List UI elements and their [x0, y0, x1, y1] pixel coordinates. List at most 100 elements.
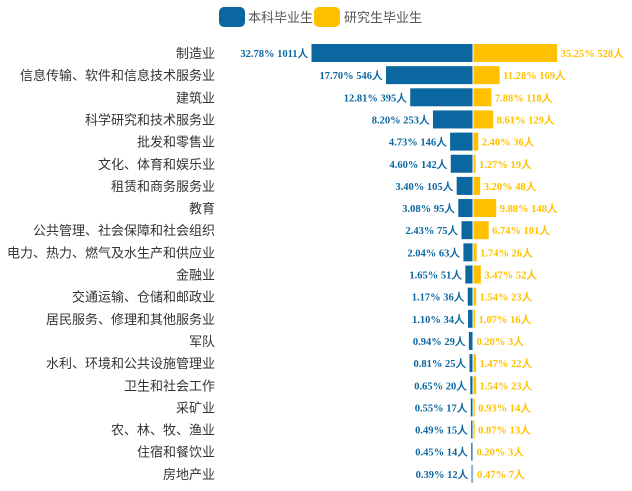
legend-label-graduate: 研究生毕业生	[344, 11, 422, 26]
data-label-graduate: 2.40% 36人	[482, 136, 535, 149]
bar-graduate	[472, 353, 478, 374]
bar-graduate	[472, 308, 477, 329]
bar-undergraduate	[466, 286, 474, 307]
category-label: 科学研究和技术服务业	[85, 112, 215, 128]
bar-graduate	[472, 242, 478, 263]
bar-graduate	[472, 109, 495, 130]
category-label: 教育	[189, 201, 215, 217]
data-label-graduate: 1.07% 16人	[479, 313, 532, 326]
category-label: 金融业	[176, 268, 215, 284]
data-label-graduate: 0.20% 3人	[476, 335, 524, 348]
data-label-graduate: 0.47% 7人	[477, 468, 525, 481]
data-label-graduate: 35.25% 528人	[561, 47, 625, 60]
data-label-graduate: 6.74% 101人	[492, 224, 550, 237]
category-label: 农、林、牧、渔业	[111, 424, 215, 439]
data-label-undergraduate: 0.65% 20人	[414, 379, 467, 392]
bar-undergraduate	[468, 353, 474, 374]
data-label-undergraduate: 0.49% 15人	[415, 424, 468, 437]
data-label-graduate: 7.88% 118人	[495, 91, 553, 104]
legend: 本科毕业生 研究生毕业生	[219, 7, 422, 27]
data-label-graduate: 3.47% 52人	[484, 269, 537, 282]
category-label: 信息传输、软件和信息技术服务业	[20, 68, 215, 84]
legend-item-graduate[interactable]: 研究生毕业生	[314, 7, 422, 27]
data-label-graduate: 0.20% 3人	[476, 446, 524, 459]
bar-graduate	[472, 153, 477, 174]
bar-graduate	[472, 175, 482, 196]
bar-undergraduate	[457, 198, 474, 219]
legend-label-undergraduate: 本科毕业生	[248, 11, 313, 26]
category-label: 水利、环境和公共设施管理业	[46, 357, 215, 372]
category-label: 电力、热力、燃气及水生产和供应业	[7, 245, 215, 261]
bar-undergraduate	[467, 330, 474, 351]
data-label-undergraduate: 0.81% 25人	[413, 357, 466, 370]
data-label-undergraduate: 3.08% 95人	[402, 202, 455, 215]
data-label-graduate: 1.54% 23人	[480, 291, 533, 304]
bar-undergraduate	[464, 264, 474, 285]
bar-graduate	[472, 198, 498, 219]
bar-graduate	[472, 264, 482, 285]
bar-undergraduate	[310, 43, 474, 63]
data-label-undergraduate: 4.60% 142人	[389, 158, 447, 171]
legend-item-undergraduate[interactable]: 本科毕业生	[219, 7, 313, 27]
data-label-graduate: 1.74% 26人	[480, 246, 533, 259]
data-label-undergraduate: 8.20% 253人	[372, 113, 430, 126]
data-label-undergraduate: 1.17% 36人	[412, 291, 465, 304]
category-label: 公共管理、社会保障和社会组织	[33, 223, 215, 239]
bar-graduate	[472, 286, 478, 307]
data-label-undergraduate: 0.55% 17人	[415, 401, 468, 414]
category-label: 租赁和商务服务业	[111, 179, 215, 195]
category-label: 居民服务、修理和其他服务业	[46, 312, 215, 328]
bar-graduate	[472, 65, 501, 86]
data-label-undergraduate: 3.40% 105人	[395, 180, 453, 193]
data-label-graduate: 0.87% 13人	[478, 424, 531, 437]
data-label-undergraduate: 0.94% 29人	[413, 335, 466, 348]
category-label: 住宿和餐饮业	[137, 445, 215, 461]
data-label-undergraduate: 17.70% 546人	[320, 69, 384, 82]
data-label-graduate: 0.93% 14人	[478, 401, 531, 414]
bar-graduate	[472, 419, 476, 440]
data-label-undergraduate: 2.43% 75人	[405, 224, 458, 237]
category-label: 采矿业	[176, 401, 215, 416]
bar-undergraduate	[467, 308, 474, 329]
bar-graduate	[472, 131, 480, 152]
bar-graduate	[472, 43, 559, 63]
category-label: 建筑业	[176, 90, 215, 106]
category-label: 批发和零售业	[137, 135, 215, 151]
bar-undergraduate	[431, 109, 474, 130]
bar-graduate	[472, 397, 476, 418]
category-label: 文化、体育和娱乐业	[98, 157, 215, 173]
bar-graduate	[472, 375, 478, 396]
bar-undergraduate	[409, 87, 474, 108]
data-label-graduate: 1.27% 19人	[479, 158, 532, 171]
category-label: 卫生和社会工作	[124, 378, 215, 394]
data-label-graduate: 9.88% 148人	[500, 202, 558, 215]
bar-undergraduate	[449, 131, 474, 152]
bar-undergraduate	[449, 153, 474, 174]
data-label-undergraduate: 32.78% 1011人	[240, 47, 308, 60]
category-label: 房地产业	[163, 467, 215, 483]
data-label-undergraduate: 12.81% 395人	[344, 91, 408, 104]
data-label-undergraduate: 0.39% 12人	[416, 468, 469, 481]
legend-swatch-undergraduate	[219, 7, 245, 27]
data-label-undergraduate: 0.45% 14人	[415, 446, 468, 459]
bar-undergraduate	[460, 220, 474, 241]
bar-undergraduate	[462, 242, 474, 263]
bar-graduate	[472, 463, 475, 484]
data-label-undergraduate: 4.73% 146人	[389, 136, 447, 149]
category-label: 制造业	[176, 47, 215, 62]
category-label: 交通运输、仓储和邮政业	[72, 290, 215, 306]
data-label-undergraduate: 1.65% 51人	[409, 269, 462, 282]
bar-graduate	[472, 87, 493, 108]
category-label: 军队	[189, 335, 215, 350]
data-label-graduate: 11.28% 169人	[503, 69, 566, 82]
legend-swatch-graduate	[314, 7, 340, 27]
bar-undergraduate	[385, 65, 474, 86]
data-label-undergraduate: 2.04% 63人	[407, 246, 460, 259]
data-label-graduate: 1.47% 22人	[480, 357, 533, 370]
data-label-graduate: 8.61% 129人	[497, 113, 555, 126]
data-label-graduate: 1.54% 23人	[480, 379, 533, 392]
bar-undergraduate	[455, 175, 474, 196]
data-label-undergraduate: 1.10% 34人	[412, 313, 465, 326]
bar-graduate	[472, 220, 490, 241]
